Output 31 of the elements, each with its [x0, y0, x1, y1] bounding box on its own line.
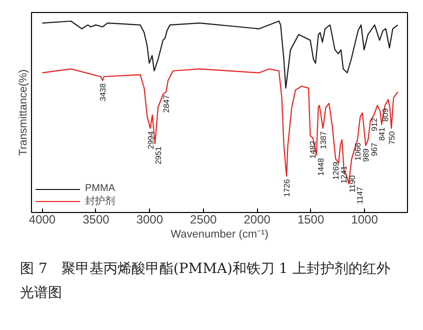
annotation: 2994	[146, 130, 156, 150]
annotation: 1482	[308, 140, 318, 159]
annotation: 809	[381, 108, 390, 122]
x-axis-title: Wavenumber (cm⁻¹)	[170, 228, 268, 240]
annotation: 912	[370, 117, 379, 132]
x-tick-label: 1000	[351, 212, 378, 226]
annotation: 1269	[332, 161, 341, 180]
annotation: 2847	[162, 94, 172, 113]
legend-label: 封护剂	[85, 194, 115, 208]
annotation: 2951	[154, 146, 163, 164]
annotation: 1241	[340, 165, 349, 184]
annotation: 989	[362, 148, 371, 162]
caption: 图 7 聚甲基丙烯酸甲酯(PMMA)和铁刀 1 上封护剂的红外光谱图	[20, 260, 392, 303]
legend-label: PMMA	[85, 183, 115, 194]
annotation: 1448	[316, 158, 326, 176]
x-tick-label: 2500	[190, 212, 218, 226]
annotation: 1190	[348, 174, 358, 193]
y-axis-title: Transmittance(%)	[18, 69, 30, 156]
annotation: 1726	[282, 178, 292, 197]
annotation: 1387	[318, 130, 328, 150]
annotation: 1066	[353, 142, 362, 161]
annotation: 967	[370, 142, 380, 156]
annotation: 1147	[356, 186, 365, 204]
x-tick-label: 3500	[82, 212, 110, 226]
annotation: 750	[387, 130, 396, 145]
x-tick-label: 3000	[136, 212, 164, 226]
annotation: 841	[378, 126, 387, 141]
annotation: 3438	[98, 82, 108, 102]
x-tick-label: 2000	[244, 212, 271, 226]
x-tick-label: 4000	[28, 212, 56, 226]
x-tick-label: 1500	[297, 212, 324, 226]
